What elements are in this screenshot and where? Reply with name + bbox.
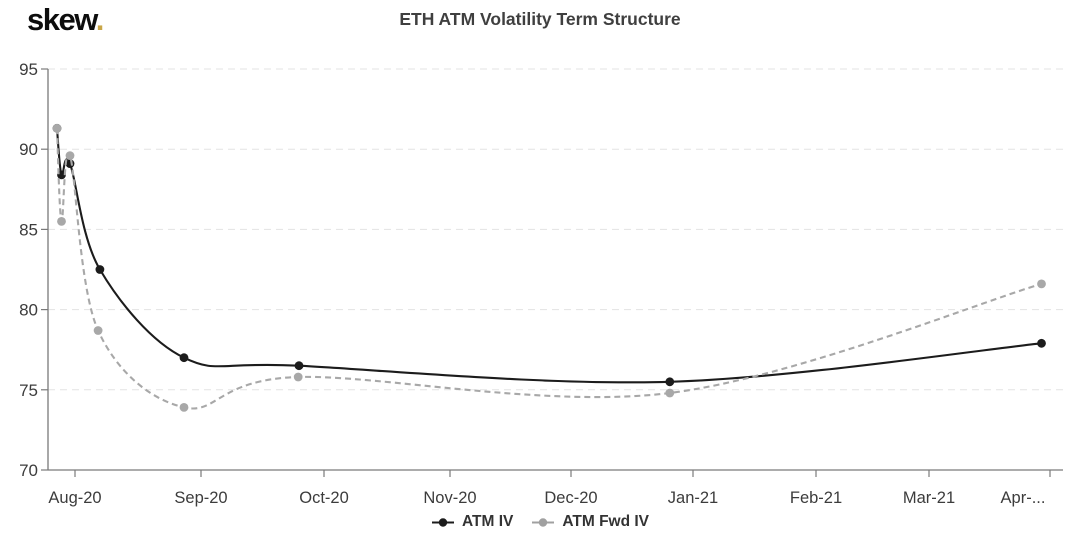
y-axis-label: 90	[19, 140, 38, 159]
x-axis-label: Aug-20	[48, 489, 101, 507]
legend-marker-atm-fwd-iv	[532, 517, 555, 527]
series-atm-iv-line	[55, 128, 1042, 384]
data-point-atm-fwd-iv[interactable]	[65, 151, 75, 161]
legend-item-atm-iv[interactable]: ATM IV	[431, 513, 513, 531]
skew-logo-text: skew	[27, 2, 97, 37]
x-axis-label: Dec-20	[544, 489, 597, 507]
x-axis-label: Nov-20	[423, 489, 476, 507]
data-point-atm-iv[interactable]	[1037, 338, 1046, 348]
data-point-atm-fwd-iv[interactable]	[52, 123, 62, 133]
y-axis-label: 95	[19, 60, 38, 79]
data-point-atm-iv[interactable]	[179, 353, 189, 363]
data-point-atm-fwd-iv[interactable]	[93, 326, 103, 335]
y-axis-label: 70	[19, 461, 38, 480]
data-point-atm-fwd-iv[interactable]	[293, 372, 303, 382]
x-axis-label: Sep-20	[174, 489, 227, 507]
x-axis-label: Oct-20	[299, 489, 349, 507]
legend-label-atm-iv: ATM IV	[461, 513, 514, 530]
data-point-atm-fwd-iv[interactable]	[179, 403, 189, 412]
skew-logo: skew.	[27, 2, 105, 38]
chart-legend: ATM IV ATM Fwd IV	[0, 513, 1080, 531]
y-axis-label: 75	[19, 381, 38, 400]
data-point-atm-fwd-iv[interactable]	[57, 217, 66, 226]
data-point-atm-fwd-iv[interactable]	[665, 388, 675, 398]
data-point-atm-iv[interactable]	[294, 361, 304, 371]
x-axis-label: Feb-21	[790, 489, 842, 507]
data-point-atm-iv[interactable]	[665, 377, 675, 387]
skew-logo-dot: .	[95, 2, 105, 37]
legend-label-atm-fwd-iv: ATM Fwd IV	[562, 513, 650, 530]
legend-item-atm-fwd-iv[interactable]: ATM Fwd IV	[531, 513, 649, 531]
legend-marker-atm-iv	[431, 517, 454, 527]
y-axis-label: 80	[19, 301, 38, 320]
data-point-atm-fwd-iv[interactable]	[1037, 279, 1046, 289]
data-point-atm-iv[interactable]	[95, 265, 105, 274]
chart-title: ETH ATM Volatility Term Structure	[399, 9, 681, 29]
x-axis-label: Mar-21	[903, 489, 955, 507]
series-atm-fwd-iv-line	[55, 128, 1042, 410]
x-axis-label: Jan-21	[668, 489, 718, 507]
y-axis-label: 85	[19, 220, 38, 239]
x-axis-label: Apr-...	[1001, 489, 1046, 507]
